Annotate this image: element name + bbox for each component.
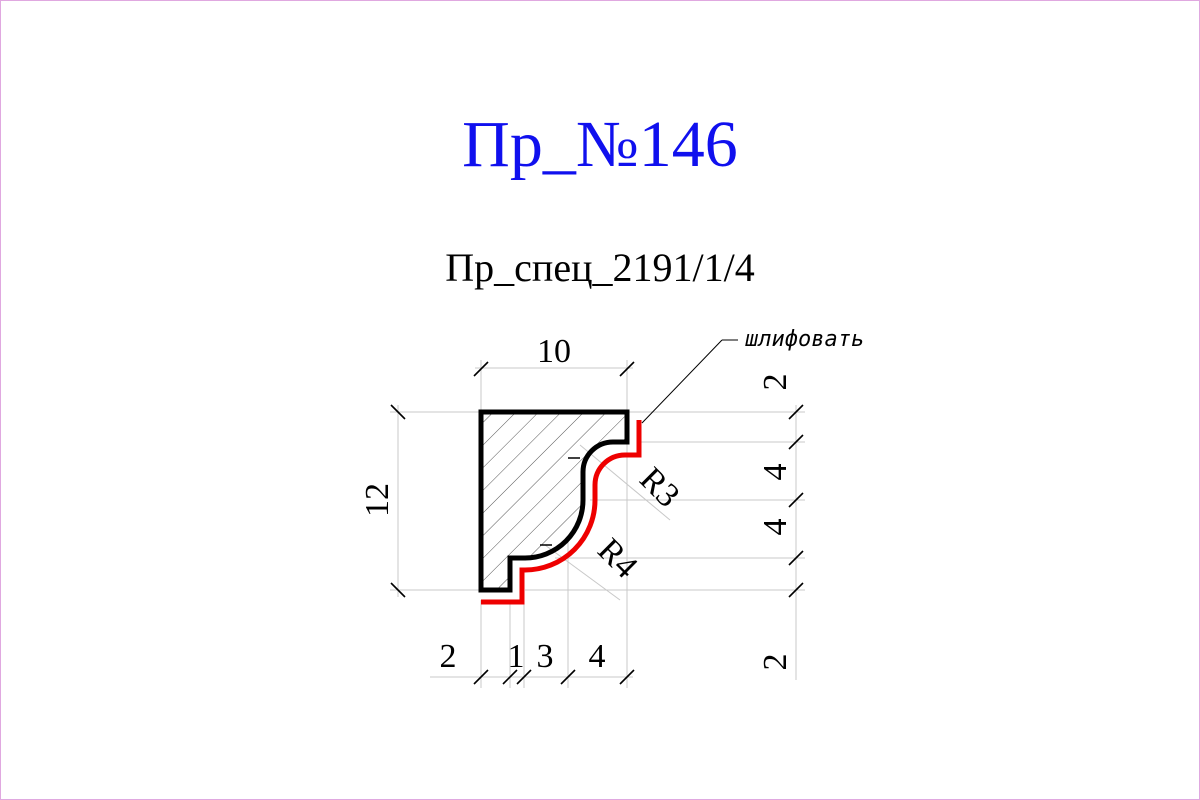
dim-bottom-4: 4 <box>589 638 606 675</box>
note-leader <box>641 339 738 424</box>
radius-upper-label: R3 <box>632 460 686 514</box>
dim-bottom-3: 3 <box>537 638 554 675</box>
profile-subtitle: Пр_спец_2191/1/4 <box>445 245 755 290</box>
profile-section <box>478 409 630 593</box>
dim-right-3: 4 <box>757 519 794 536</box>
dim-bottom-1: 2 <box>440 638 457 675</box>
sanding-note: шлифовать <box>745 327 864 352</box>
dim-right-1: 2 <box>757 374 794 391</box>
extension-lines <box>390 360 805 688</box>
dim-width-top: 10 <box>537 333 571 370</box>
sanding-contour <box>481 420 642 605</box>
dimension-ticks <box>390 361 804 685</box>
dim-bottom-2: 1 <box>508 638 525 675</box>
dim-right-2: 4 <box>757 464 794 481</box>
dim-right-4: 2 <box>757 654 794 671</box>
profile-title: Пр_№146 <box>462 108 738 181</box>
dim-height-left: 12 <box>359 483 396 517</box>
radius-lower-label: R4 <box>590 531 644 585</box>
